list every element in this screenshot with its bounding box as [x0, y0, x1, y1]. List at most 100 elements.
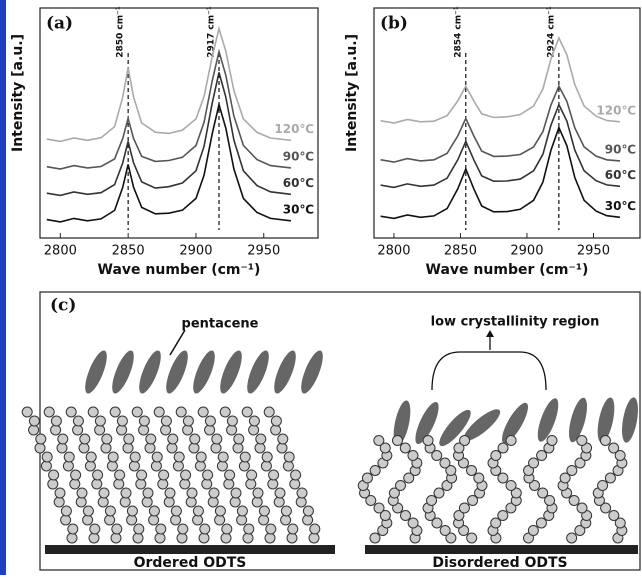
odts-bead: [361, 472, 373, 484]
odts-bead: [65, 406, 77, 418]
odts-bead: [290, 469, 302, 481]
odts-bead: [202, 469, 214, 481]
odts-bead: [179, 478, 191, 490]
odts-bead: [62, 460, 74, 472]
odts-bead: [379, 510, 391, 521]
odts-bead: [458, 525, 470, 536]
odts-bead: [604, 472, 616, 484]
odts-bead: [265, 523, 277, 535]
odts-bead: [529, 480, 541, 491]
odts-bead: [66, 532, 78, 544]
odts-bead: [136, 469, 148, 481]
odts-bead: [34, 442, 46, 454]
molecules: [21, 350, 638, 544]
pentacene: [622, 397, 638, 443]
odts-bead: [373, 502, 385, 514]
odts-bead: [56, 442, 68, 454]
odts-bead: [270, 415, 282, 427]
odts-bead: [40, 460, 52, 472]
odts-bead: [261, 451, 273, 463]
pentacene: [415, 401, 439, 445]
odts-bead: [274, 487, 286, 499]
odts-bead: [433, 487, 445, 499]
odts-bead: [270, 424, 282, 436]
odts-bead: [204, 424, 216, 436]
odts-bead: [217, 451, 229, 463]
odts-bead: [608, 510, 620, 521]
odts-bead: [107, 451, 119, 463]
annotation: 2924 cm⁻¹: [546, 6, 556, 58]
odts-bead: [53, 496, 65, 508]
odts-bead: [267, 478, 279, 490]
odts-bead: [559, 472, 571, 484]
odts-bead: [445, 532, 457, 544]
odts-bead: [505, 435, 517, 446]
odts-bead: [167, 433, 179, 445]
odts-bead: [70, 469, 82, 481]
odts-bead: [308, 532, 320, 544]
odts-bead: [57, 433, 69, 445]
odts-bead: [104, 505, 116, 517]
odts-bead: [277, 433, 289, 445]
odts-bead: [528, 457, 540, 469]
odts-bead: [566, 465, 578, 476]
odts-bead: [177, 523, 189, 535]
odts-bead: [239, 451, 251, 463]
odts-bead: [173, 451, 185, 463]
odts-bead: [188, 442, 200, 454]
odts-bead: [453, 510, 465, 521]
odts-bead: [210, 442, 222, 454]
odts-bead: [195, 451, 207, 463]
odts-bead: [286, 532, 298, 544]
odts-bead: [201, 478, 213, 490]
x-axis-label: Wave number (cm⁻¹): [98, 262, 261, 278]
pentacene: [502, 402, 528, 444]
odts-bead: [458, 502, 470, 514]
odts-bead: [154, 532, 166, 544]
odts-bead: [574, 525, 586, 536]
odts-bead: [369, 465, 381, 476]
odts-bead: [219, 406, 231, 418]
pentacene: [85, 350, 107, 394]
odts-bead: [576, 435, 588, 446]
odts-bead: [232, 442, 244, 454]
odts-bead: [568, 495, 580, 506]
odts-bead: [94, 415, 106, 427]
odts-bead: [172, 460, 184, 472]
x-tick-label: 2800: [377, 244, 410, 259]
odts-bead: [48, 469, 60, 481]
odts-bead: [597, 480, 609, 491]
odts-bead: [214, 505, 226, 517]
odts-bead: [148, 505, 160, 517]
odts-bead: [523, 465, 535, 476]
odts-bead: [197, 406, 209, 418]
odts-bead: [128, 460, 140, 472]
pentacene-label: pentacene: [182, 317, 259, 332]
odts-bead: [145, 433, 157, 445]
pentacene: [537, 398, 559, 442]
odts-bead: [100, 442, 112, 454]
odts-bead: [50, 415, 62, 427]
odts-bead: [439, 457, 451, 469]
x-tick-label: 2950: [247, 244, 280, 259]
odts-bead: [69, 478, 81, 490]
odts-bead: [280, 514, 292, 526]
odts-bead: [114, 469, 126, 481]
odts-bead: [263, 406, 275, 418]
odts-bead: [144, 442, 156, 454]
pentacene: [301, 350, 323, 394]
left-border: [0, 0, 6, 575]
odts-bead: [166, 442, 178, 454]
odts-bead: [47, 478, 59, 490]
odts-bead: [223, 478, 235, 490]
odts-bead: [129, 451, 141, 463]
odts-bead: [79, 433, 91, 445]
odts-bead: [302, 505, 314, 517]
odts-bead: [72, 424, 84, 436]
substrate: [365, 545, 638, 554]
odts-bead: [236, 505, 248, 517]
series-label: 120℃: [274, 122, 314, 136]
odts-bead: [258, 514, 270, 526]
odts-bead: [97, 496, 109, 508]
odts-bead: [89, 523, 101, 535]
